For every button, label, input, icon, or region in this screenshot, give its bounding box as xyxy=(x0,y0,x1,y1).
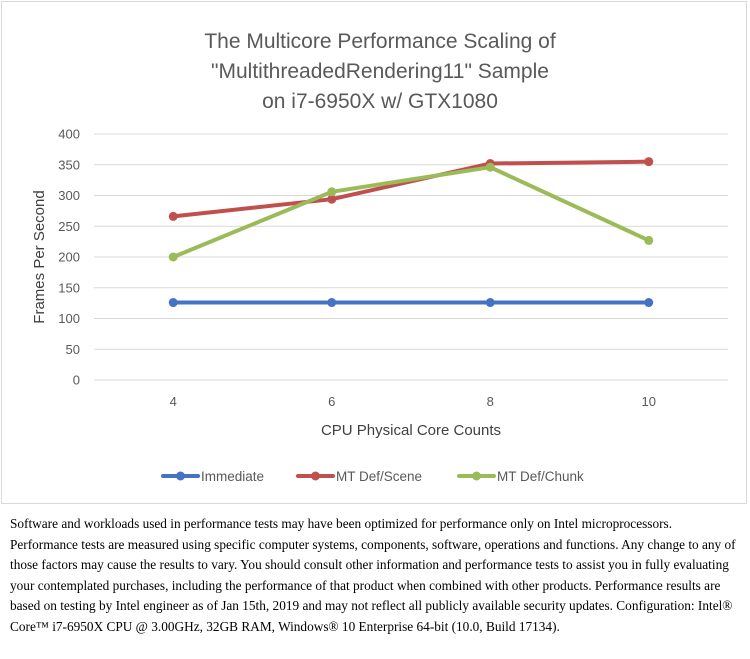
series-lines xyxy=(168,157,654,308)
legend-swatch-marker xyxy=(472,471,481,481)
legend-label: MT Def/Scene xyxy=(336,469,422,484)
line-chart: 0 50 100 150 200 250 300 350 400 4 6 8 10 The Multico… xyxy=(31,30,728,484)
x-tick-label: 6 xyxy=(328,394,335,409)
chart-title-line: The Multicore Performance Scaling of xyxy=(204,30,555,53)
series-line-3 xyxy=(171,165,651,259)
data-point xyxy=(327,298,337,308)
legend-label: MT Def/Chunk xyxy=(497,469,584,484)
legend-swatch-marker xyxy=(311,471,320,481)
x-tick-label: 10 xyxy=(642,394,656,409)
data-point xyxy=(327,187,337,197)
data-point xyxy=(644,235,654,245)
legend-label: Immediate xyxy=(201,469,264,484)
chart-title-line: "MultithreadedRendering11" Sample xyxy=(211,60,549,83)
data-point xyxy=(327,194,337,204)
y-tick-label: 400 xyxy=(58,127,80,142)
y-tick-label: 200 xyxy=(58,250,80,265)
x-axis-title: CPU Physical Core Counts xyxy=(321,422,501,439)
data-point xyxy=(485,298,495,308)
legend-swatch-marker xyxy=(176,471,185,481)
data-point xyxy=(485,162,495,172)
y-tick-label: 50 xyxy=(66,342,80,357)
data-point xyxy=(644,157,654,167)
y-tick-label: 100 xyxy=(58,311,80,326)
y-tick-label: 350 xyxy=(58,157,80,172)
y-axis-title: Frames Per Second xyxy=(31,190,48,323)
gridlines xyxy=(94,133,728,381)
y-tick-label: 150 xyxy=(58,280,80,295)
data-point xyxy=(168,252,178,262)
performance-disclaimer: Software and workloads used in performan… xyxy=(10,516,736,634)
chart-area: 0 50 100 150 200 250 300 350 400 4 6 8 10 The Multico… xyxy=(1,1,747,504)
data-point xyxy=(644,298,654,308)
y-tick-label: 300 xyxy=(58,188,80,203)
data-point xyxy=(168,298,178,308)
x-tick-label: 4 xyxy=(170,394,177,409)
y-tick-label: 0 xyxy=(73,373,80,388)
chart-title-line: on i7-6950X w/ GTX1080 xyxy=(262,90,498,113)
data-point xyxy=(168,211,178,221)
y-tick-label: 250 xyxy=(58,219,80,234)
x-tick-label: 8 xyxy=(487,394,494,409)
chart-text: 0 50 100 150 200 250 300 350 400 4 6 8 10 The Multico… xyxy=(31,30,656,439)
chart-legend: Immediate MT Def/Scene MT Def/Chunk xyxy=(161,469,584,484)
